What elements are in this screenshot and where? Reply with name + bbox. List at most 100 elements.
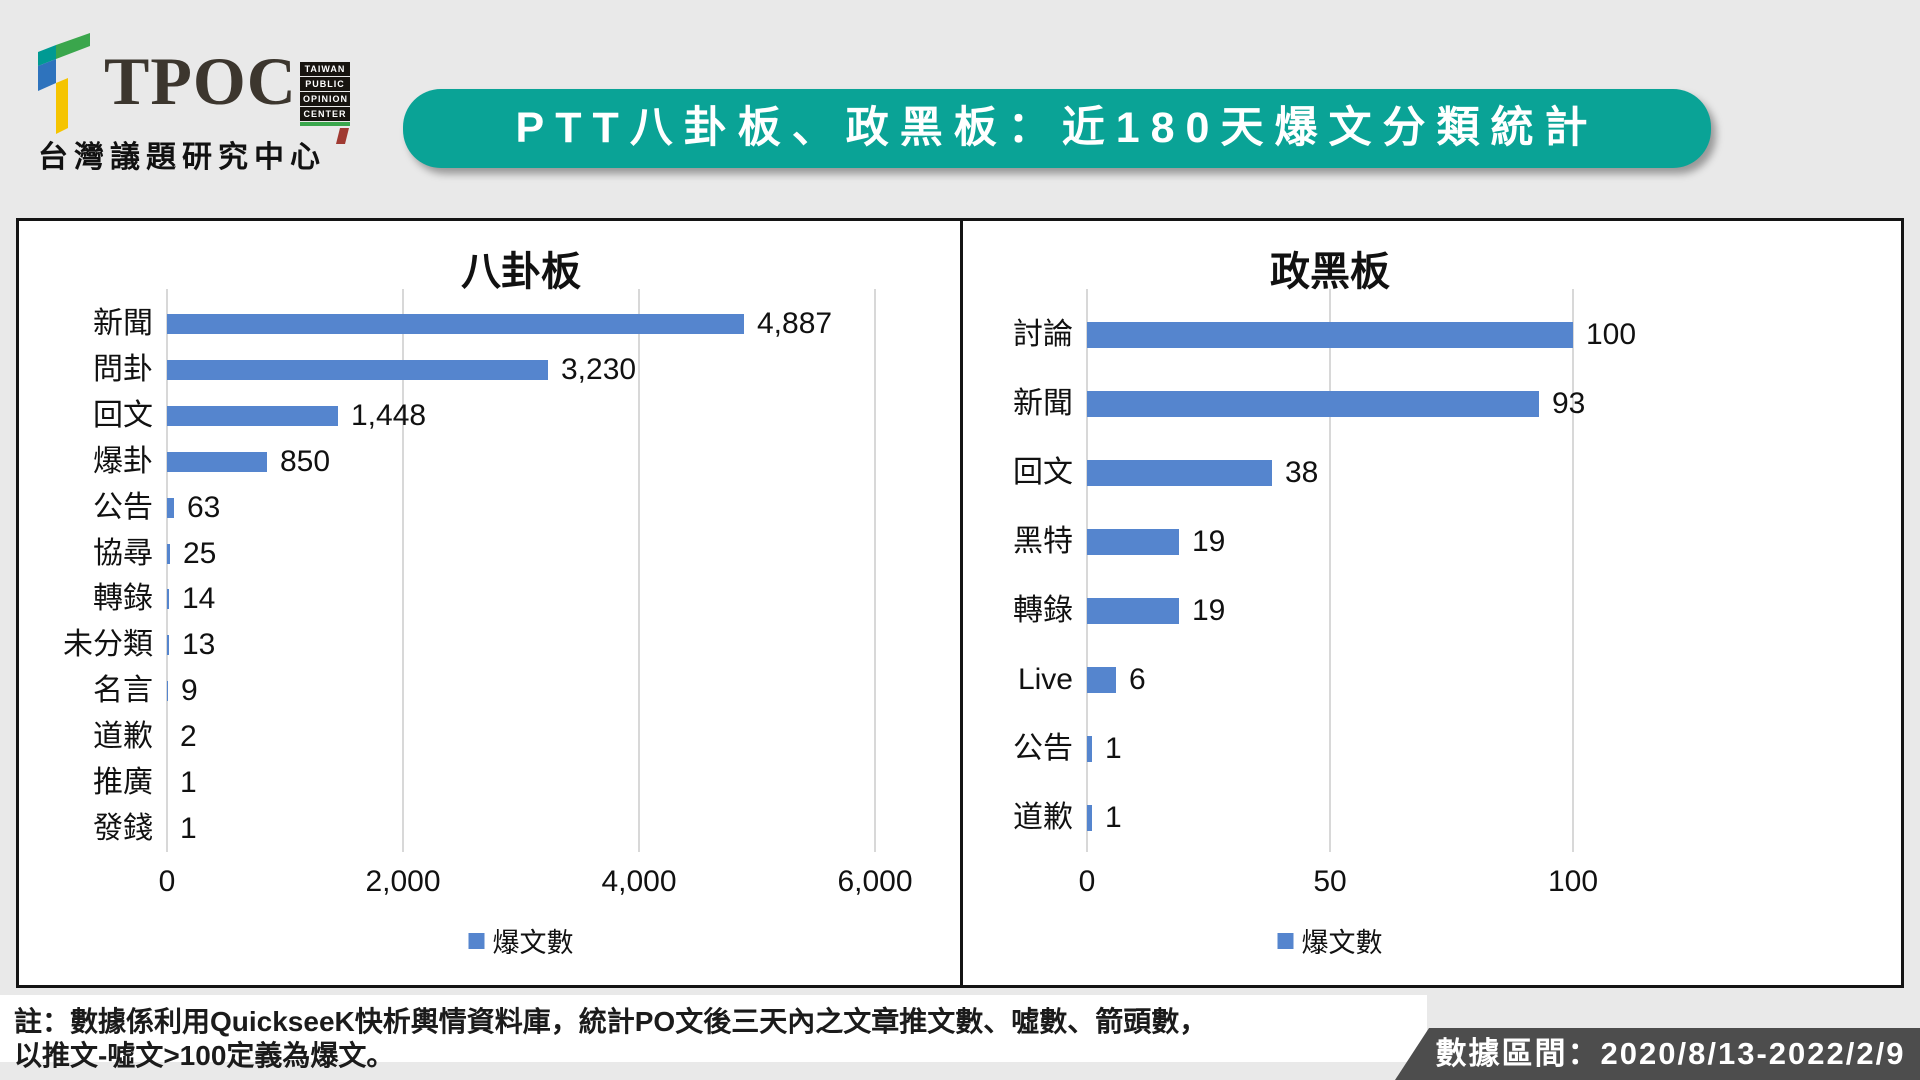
- bar: [1087, 666, 1116, 693]
- gridline: [1572, 289, 1574, 852]
- category-label: 爆卦: [93, 444, 153, 478]
- data-period-label: 數據區間：2020/8/13-2022/2/9: [1435, 1036, 1906, 1071]
- category-label: 公告: [93, 490, 153, 524]
- gridline: [874, 289, 876, 852]
- category-label: 名言: [93, 674, 153, 708]
- bar: [1087, 735, 1092, 762]
- logo-subtitle: 台灣議題研究中心: [38, 141, 326, 174]
- bar: [167, 543, 170, 564]
- category-label: 未分類: [63, 628, 153, 662]
- panel-divider: [960, 221, 963, 985]
- bar-value-label: 1: [180, 766, 197, 800]
- bar: [1087, 460, 1272, 487]
- chart-gossip-board: 八卦板 0 2,000 4,000 6,000 新聞 4,887 問卦 3,230 回文 1,448…: [19, 221, 960, 985]
- bar: [167, 589, 169, 610]
- tpoc-logo-mark-icon: [38, 33, 90, 134]
- page-title: PTT八卦板、政黑板：近180天爆文分類統計: [515, 104, 1599, 152]
- axis-tick-label: 50: [1313, 865, 1347, 898]
- bar-value-label: 93: [1552, 387, 1586, 421]
- bar-value-label: 6: [1129, 662, 1146, 696]
- category-label: 回文: [1013, 456, 1073, 490]
- bar-value-label: 13: [182, 628, 216, 662]
- chart-panel: 八卦板 0 2,000 4,000 6,000 新聞 4,887 問卦 3,230 回文 1,448…: [16, 218, 1904, 988]
- bar-value-label: 25: [183, 536, 217, 570]
- gridline: [1329, 289, 1331, 852]
- category-label: 推廣: [93, 766, 153, 800]
- bar: [1087, 322, 1573, 349]
- axis-tick-label: 100: [1547, 865, 1599, 898]
- axis-tick-label: 4,000: [601, 865, 677, 898]
- gridline: [402, 289, 404, 852]
- category-label: 道歉: [93, 720, 153, 754]
- chart-title: 政黑板: [1270, 250, 1390, 294]
- legend-label: 爆文數: [492, 928, 574, 958]
- bar: [1087, 597, 1179, 624]
- category-label: 討論: [1013, 318, 1073, 352]
- bar-value-label: 14: [182, 582, 216, 616]
- legend-swatch-icon: [1277, 932, 1294, 949]
- category-label: 回文: [93, 398, 153, 432]
- bar-value-label: 1: [180, 812, 197, 846]
- category-label: 轉錄: [93, 582, 153, 616]
- bar: [167, 451, 267, 472]
- axis-tick-label: 2,000: [365, 865, 441, 898]
- legend-swatch-icon: [468, 932, 485, 949]
- category-label: 協尋: [93, 536, 153, 570]
- category-label: 新聞: [93, 306, 153, 340]
- badge-line: PUBLIC: [300, 77, 350, 91]
- bar: [167, 359, 548, 380]
- bar: [167, 497, 174, 518]
- gridline: [166, 289, 168, 852]
- bar-value-label: 1: [1105, 800, 1122, 834]
- data-period-banner: 數據區間：2020/8/13-2022/2/9: [1395, 1028, 1920, 1080]
- footnote-strip: [0, 995, 1427, 1062]
- axis-tick-label: 0: [158, 865, 176, 898]
- legend: 爆文數: [468, 921, 574, 960]
- bar-value-label: 100: [1586, 318, 1637, 352]
- legend-label: 爆文數: [1301, 928, 1383, 958]
- axis-tick-label: 0: [1078, 865, 1096, 898]
- bar-value-label: 63: [187, 490, 221, 524]
- category-label: Live: [1017, 662, 1073, 696]
- category-label: 發錢: [93, 812, 153, 846]
- bar-value-label: 850: [280, 444, 331, 478]
- category-label: 公告: [1013, 731, 1073, 765]
- bar: [1087, 529, 1179, 556]
- gridline: [1086, 289, 1088, 852]
- title-banner: PTT八卦板、政黑板：近180天爆文分類統計: [403, 89, 1711, 168]
- bar-value-label: 2: [180, 720, 197, 754]
- category-label: 黑特: [1013, 525, 1073, 559]
- axis-tick-label: 6,000: [837, 865, 913, 898]
- legend: 爆文數: [1277, 921, 1383, 960]
- footnote-line: 註：數據係利用QuickseeK快析輿情資料庫，統計PO文後三天內之文章推文數、…: [14, 1006, 1208, 1037]
- badge-line: TAIWAN: [300, 62, 350, 76]
- gridline: [638, 289, 640, 852]
- bar-value-label: 1,448: [351, 398, 427, 432]
- chart-title: 八卦板: [461, 250, 581, 294]
- bar: [167, 681, 168, 702]
- bar-value-label: 38: [1285, 456, 1319, 490]
- badge-line: CENTER: [300, 107, 350, 121]
- bar-value-label: 19: [1192, 525, 1226, 559]
- logo-badge: TAIWAN PUBLIC OPINION CENTER: [300, 62, 360, 144]
- category-label: 轉錄: [1013, 593, 1073, 627]
- bar-value-label: 1: [1105, 731, 1122, 765]
- badge-red-accent: [336, 128, 349, 144]
- category-label: 新聞: [1013, 387, 1073, 421]
- bar-value-label: 4,887: [757, 306, 833, 340]
- bar: [1087, 391, 1539, 418]
- badge-green-accent: [300, 122, 350, 126]
- bar: [167, 405, 338, 426]
- bar-value-label: 9: [181, 674, 198, 708]
- bar-value-label: 19: [1192, 593, 1226, 627]
- category-label: 問卦: [93, 352, 153, 386]
- bar-value-label: 3,230: [561, 352, 637, 386]
- tpoc-logo: TPOC TAIWAN PUBLIC OPINION CENTER 台灣議題研究…: [38, 16, 368, 186]
- bar: [167, 313, 744, 334]
- bar: [1087, 804, 1092, 831]
- brand-name: TPOC: [104, 43, 297, 119]
- chart-hatepolitics-board: 政黑板 0 50 100 討論 100 新聞 93 回文 38 黑特 19 轉錄 19 Live 6 公告 1 道歉…: [963, 221, 1901, 985]
- badge-line: OPINION: [300, 92, 350, 106]
- bar: [167, 635, 169, 656]
